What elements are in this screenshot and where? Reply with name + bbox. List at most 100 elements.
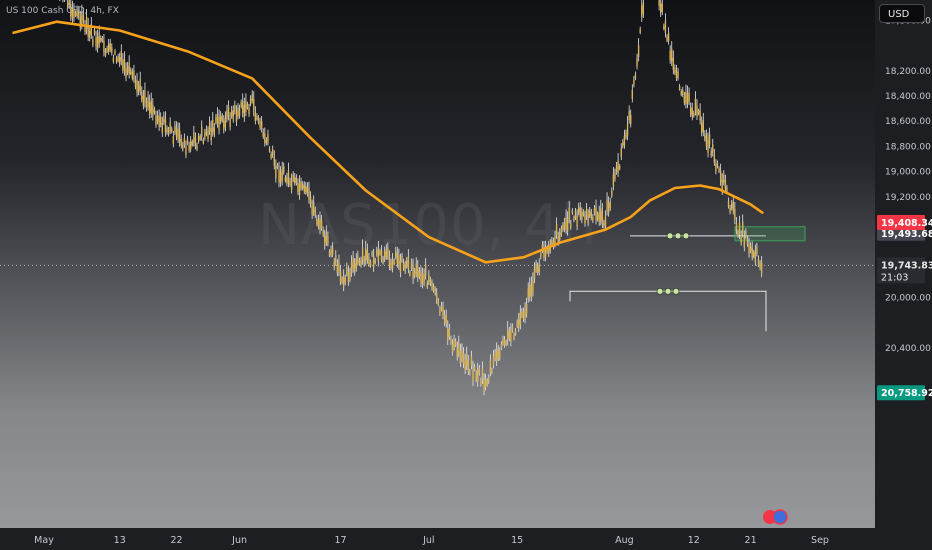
candle-body <box>448 328 451 337</box>
candle-body <box>573 217 575 222</box>
candle-body <box>251 94 253 102</box>
y-tick-label: 18,400.00 <box>885 92 931 102</box>
candle-body <box>341 278 343 283</box>
candle-body <box>295 177 298 184</box>
candle-body <box>630 115 632 125</box>
candle-body <box>158 116 160 127</box>
candle-body <box>333 261 335 269</box>
candle-body <box>617 160 619 173</box>
candle-body <box>413 271 416 277</box>
candle-body <box>757 259 760 265</box>
candle-body <box>119 57 121 65</box>
candle-body <box>164 119 167 132</box>
candle-body <box>366 249 369 260</box>
candle-body <box>618 165 621 170</box>
candle-body <box>737 232 739 237</box>
candle-body <box>730 203 733 209</box>
symbol-title: US 100 Cash CFD, 4h, FX <box>6 6 119 16</box>
candle-body <box>754 251 757 262</box>
candle-body <box>382 258 384 263</box>
candle-body <box>201 126 203 137</box>
candle-body <box>691 108 693 118</box>
candle-body <box>202 139 205 144</box>
candle-body <box>686 92 689 104</box>
candle-body <box>440 304 443 310</box>
candle-body <box>76 9 78 17</box>
candle-body <box>734 208 736 220</box>
candle-body <box>120 50 122 62</box>
candle-body <box>663 25 665 29</box>
candle-body <box>238 109 241 117</box>
candle-body <box>361 247 364 260</box>
candle-body <box>100 37 102 42</box>
candle-body <box>500 343 503 349</box>
candle-body <box>122 59 124 70</box>
candle-body <box>530 284 533 297</box>
marker-dot <box>656 287 664 295</box>
candle-body <box>82 14 85 22</box>
candle-body <box>685 92 687 104</box>
candle-body <box>398 255 400 266</box>
candle-body <box>393 260 395 264</box>
candle-body <box>454 341 457 346</box>
resistance-line-1 <box>569 290 767 332</box>
candle-body <box>708 134 711 145</box>
candle-body <box>447 328 449 341</box>
candle-body <box>760 262 763 274</box>
candle-body <box>106 47 108 52</box>
candle-body <box>759 263 761 269</box>
candle-body <box>237 107 239 117</box>
candle-body <box>377 248 380 262</box>
candle-body <box>749 245 752 252</box>
candle-body <box>410 262 413 269</box>
candle-body <box>615 166 618 173</box>
time-axis-background <box>0 528 875 550</box>
candle-body <box>592 216 594 222</box>
candle-body <box>354 263 356 273</box>
candle-body <box>208 122 211 132</box>
candle-body <box>596 214 599 220</box>
candle-body <box>689 106 692 115</box>
candle-body <box>324 236 326 246</box>
candle-body <box>604 216 607 227</box>
candle-body <box>235 111 238 123</box>
candle-body <box>317 219 320 227</box>
candle-body <box>429 279 432 285</box>
candle-body <box>667 32 670 42</box>
candle-body <box>719 170 722 182</box>
candle-body <box>101 38 104 42</box>
candle-body <box>570 223 572 228</box>
candle-body <box>243 105 246 118</box>
candle-body <box>626 123 629 136</box>
candle-body <box>603 222 605 227</box>
candle-body <box>112 57 115 62</box>
candle-body <box>325 231 328 243</box>
candle-body <box>677 71 679 79</box>
candle-body <box>267 134 269 143</box>
candle-body <box>152 105 154 117</box>
marker-dot <box>674 232 682 240</box>
candle-body <box>387 247 389 257</box>
candle-body <box>66 2 69 7</box>
candle-body <box>735 222 738 232</box>
candle-body <box>96 36 99 49</box>
candle-body <box>319 218 321 231</box>
candle-body <box>155 116 157 125</box>
candle-body <box>240 102 242 107</box>
marker-dot <box>672 287 680 295</box>
candle-body <box>125 68 127 78</box>
candle-body <box>166 128 168 134</box>
candle-body <box>197 136 200 142</box>
candle-body <box>114 50 116 55</box>
x-tick-label: Aug <box>615 535 634 546</box>
candle-body <box>153 109 156 114</box>
candle-body <box>538 263 540 273</box>
candle-body <box>415 263 417 274</box>
currency-button[interactable]: USD <box>879 4 925 23</box>
candle-body <box>246 104 249 109</box>
candle-body <box>79 17 81 28</box>
candle-body <box>716 162 719 168</box>
candle-body <box>518 318 520 329</box>
